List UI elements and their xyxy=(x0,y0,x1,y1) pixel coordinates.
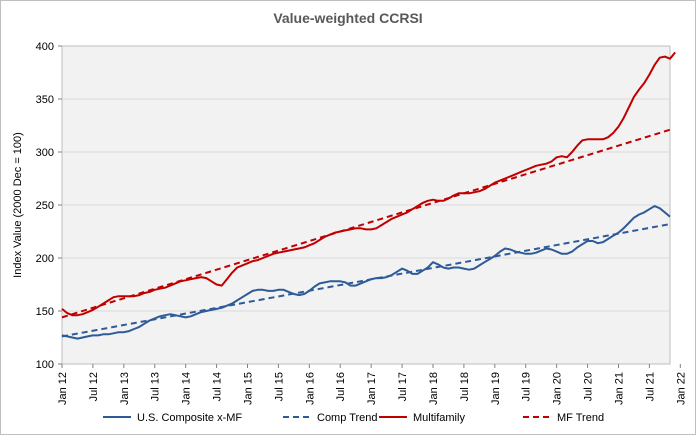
x-tick-label: Jan 18 xyxy=(428,372,440,405)
y-tick-label: 350 xyxy=(36,94,54,106)
y-axis-label: Index Value (2000 Dec = 100) xyxy=(12,132,24,278)
x-tick-label: Jan 20 xyxy=(552,372,564,405)
x-tick-label: Jan 17 xyxy=(366,372,378,405)
y-tick-label: 100 xyxy=(36,359,54,371)
y-tick-label: 200 xyxy=(36,253,54,265)
series-line-multifamily xyxy=(61,51,676,317)
x-tick-label: Jul 18 xyxy=(459,372,471,401)
x-tick-label: Jul 13 xyxy=(150,372,162,401)
legend: U.S. Composite x-MF Comp Trend Multifamily… xyxy=(103,412,604,424)
legend-label-mf-trend: MF Trend xyxy=(557,412,604,424)
x-tick-label: Jan 19 xyxy=(490,372,502,405)
x-tick-label: Jan 14 xyxy=(181,372,193,405)
x-tick-label: Jan 13 xyxy=(119,372,131,405)
y-axis: 100 150 200 250 300 350 400 xyxy=(36,41,62,371)
legend-label-u-s-composite-x-mf: U.S. Composite x-MF xyxy=(137,412,242,424)
series-line-u-s-composite-x-mf xyxy=(61,205,671,340)
gridlines xyxy=(62,98,670,312)
x-tick-label: Jul 15 xyxy=(273,372,285,401)
x-tick-label: Jan 12 xyxy=(57,372,69,405)
series-layer xyxy=(61,51,676,340)
chart-title: Value-weighted CCRSI xyxy=(273,10,422,26)
x-tick-label: Jan 22 xyxy=(675,372,687,405)
x-tick-label: Jul 14 xyxy=(212,372,224,401)
x-tick-label: Jul 16 xyxy=(335,372,347,401)
y-tick-label: 400 xyxy=(36,41,54,53)
legend-label-comp-trend: Comp Trend xyxy=(317,412,378,424)
series-line-comp-trend xyxy=(61,223,671,338)
x-tick-label: Jul 21 xyxy=(644,372,656,401)
x-tick-label: Jul 19 xyxy=(521,372,533,401)
x-axis: Jan 12 Jul 12 Jan 13 Jul 13 Jan 14 Jul 14 Jan … xyxy=(57,364,687,405)
x-tick-label: Jul 17 xyxy=(397,372,409,401)
legend-label-multifamily: Multifamily xyxy=(413,412,465,424)
series-line-mf-trend xyxy=(61,128,671,319)
x-tick-label: Jan 16 xyxy=(304,372,316,405)
y-tick-label: 150 xyxy=(36,306,54,318)
y-tick-label: 250 xyxy=(36,200,54,212)
y-tick-label: 300 xyxy=(36,147,54,159)
x-tick-label: Jan 21 xyxy=(613,372,625,405)
x-tick-label: Jul 20 xyxy=(583,372,595,401)
x-tick-label: Jan 15 xyxy=(242,372,254,405)
x-tick-label: Jul 12 xyxy=(88,372,100,401)
